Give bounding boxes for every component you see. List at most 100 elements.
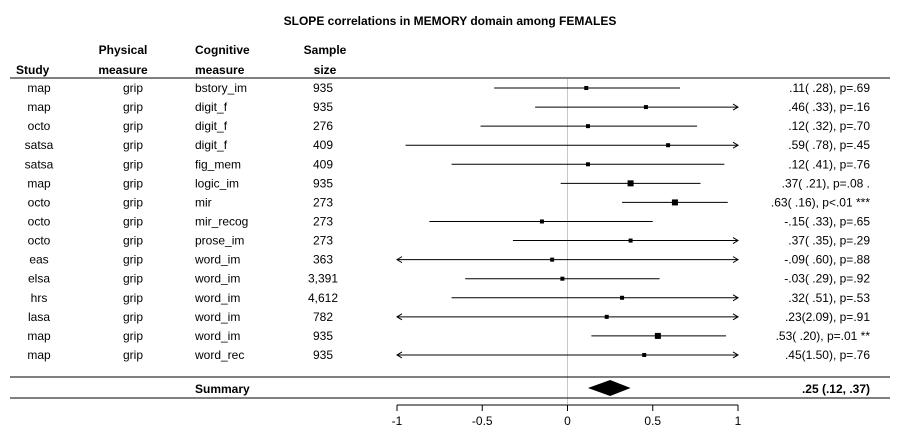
chart-title: SLOPE correlations in MEMORY domain amon… [284, 14, 617, 28]
header-study: Study [16, 63, 50, 77]
header-cognitive-line1: Cognitive [195, 43, 250, 57]
summary-estimate-label: .25 (.12, .37) [802, 382, 870, 396]
x-axis-tick-label: 0.5 [644, 414, 661, 428]
ci-arrow-right [732, 237, 739, 244]
table-row: lasa grip word_im 782 .23(2.09), p=.91 [28, 310, 870, 324]
table-row: octo grip prose_im 273 .37( .35), p=.29 [28, 234, 871, 248]
ci-arrow-right [732, 141, 739, 149]
physical-measure-label: grip [123, 195, 143, 209]
study-label: satsa [25, 138, 54, 152]
sample-size-label: 273 [313, 195, 333, 209]
study-label: octo [28, 214, 51, 228]
estimate-label: .53( .20), p=.01 ** [776, 329, 871, 343]
estimate-label: .23(2.09), p=.91 [785, 310, 870, 324]
ci-arrow-right [732, 313, 739, 321]
physical-measure-label: grip [123, 214, 143, 228]
cognitive-measure-label: mir_recog [195, 214, 248, 228]
sample-size-label: 935 [313, 329, 333, 343]
cognitive-measure-label: word_im [194, 253, 240, 267]
ci-arrow-left [396, 256, 403, 264]
table-row: elsa grip word_im 3,391 -.03( .29), p=.92 [28, 272, 870, 286]
sample-size-label: 935 [313, 81, 333, 95]
estimate-label: -.15( .33), p=.65 [784, 214, 870, 228]
point-estimate [620, 295, 625, 300]
physical-measure-label: grip [123, 81, 143, 95]
point-estimate [604, 314, 609, 319]
table-row: satsa grip fig_mem 409 .12( .41), p=.76 [25, 157, 871, 171]
physical-measure-label: grip [123, 157, 143, 171]
sample-size-label: 409 [313, 138, 333, 152]
study-label: hrs [31, 291, 48, 305]
estimate-label: .46( .33), p=.16 [788, 100, 870, 114]
header-physical-line2: measure [98, 63, 148, 77]
estimate-label: -.03( .29), p=.92 [784, 272, 870, 286]
header-physical-line1: Physical [99, 43, 148, 57]
header-sample-line1: Sample [304, 43, 347, 57]
estimate-label: -.09( .60), p=.88 [784, 253, 870, 267]
cognitive-measure-label: digit_f [195, 100, 228, 114]
estimate-label: .12( .41), p=.76 [788, 157, 870, 171]
physical-measure-label: grip [123, 253, 143, 267]
x-axis-tick-label: 1 [735, 414, 742, 428]
physical-measure-label: grip [123, 234, 143, 248]
physical-measure-label: grip [123, 329, 143, 343]
point-estimate [654, 332, 661, 339]
study-label: octo [28, 119, 51, 133]
sample-size-label: 935 [313, 100, 333, 114]
point-estimate [539, 219, 544, 224]
table-row: hrs grip word_im 4,612 .32( .51), p=.53 [31, 291, 871, 305]
sample-size-label: 935 [313, 348, 333, 362]
table-row: octo grip mir_recog 273 -.15( .33), p=.65 [28, 214, 871, 228]
summary-row: Summary .25 (.12, .37) [10, 376, 890, 399]
sample-size-label: 409 [313, 157, 333, 171]
x-axis-tick-label: -1 [392, 414, 403, 428]
study-label: map [27, 176, 51, 190]
table-row: octo grip digit_f 276 .12( .32), p=.70 [28, 119, 871, 133]
table-row: map grip digit_f 935 .46( .33), p=.16 [27, 100, 870, 114]
header-cognitive-line2: measure [195, 63, 245, 77]
cognitive-measure-label: prose_im [195, 234, 244, 248]
table-row: map grip logic_im 935 .37( .21), p=.08 . [27, 176, 870, 190]
ci-arrow-left [396, 351, 403, 359]
table-row: satsa grip digit_f 409 .59( .78), p=.45 [25, 138, 871, 152]
sample-size-label: 276 [313, 119, 333, 133]
column-headers: Study Physical measure Cognitive measure Samp… [10, 43, 890, 79]
sample-size-label: 3,391 [308, 272, 338, 286]
estimate-label: .37( .35), p=.29 [788, 234, 870, 248]
sample-size-label: 935 [313, 176, 333, 190]
ci-arrow-left [396, 313, 403, 321]
sample-size-label: 363 [313, 253, 333, 267]
study-label: octo [28, 234, 51, 248]
study-label: map [27, 100, 51, 114]
table-row: map grip word_rec 935 .45(1.50), p=.76 [27, 348, 870, 362]
physical-measure-label: grip [123, 100, 143, 114]
physical-measure-label: grip [123, 291, 143, 305]
study-label: map [27, 329, 51, 343]
cognitive-measure-label: digit_f [195, 138, 228, 152]
point-estimate [666, 143, 671, 148]
table-row: eas grip word_im 363 -.09( .60), p=.88 [29, 253, 870, 267]
estimate-label: .11( .28), p=.69 [789, 81, 870, 95]
header-sample-line2: size [314, 63, 337, 77]
point-estimate [550, 257, 555, 262]
table-row: map grip bstory_im 935 .11( .28), p=.69 [27, 81, 870, 95]
cognitive-measure-label: word_im [194, 272, 240, 286]
ci-arrow-right [732, 294, 739, 302]
ci-arrow-right [732, 256, 739, 264]
x-axis-tick-label: -0.5 [472, 414, 493, 428]
estimate-label: .63( .16), p<.01 *** [771, 195, 870, 209]
study-rows: map grip bstory_im 935 .11( .28), p=.69 map gr… [25, 79, 871, 404]
physical-measure-label: grip [123, 176, 143, 190]
point-estimate [627, 180, 634, 187]
x-axis-tick-label: 0 [564, 414, 571, 428]
sample-size-label: 782 [313, 310, 333, 324]
sample-size-label: 4,612 [308, 291, 338, 305]
point-estimate [642, 352, 647, 357]
physical-measure-label: grip [123, 119, 143, 133]
study-label: map [27, 81, 51, 95]
summary-label: Summary [195, 382, 250, 396]
cognitive-measure-label: bstory_im [195, 81, 247, 95]
ci-arrow-right [732, 351, 739, 359]
